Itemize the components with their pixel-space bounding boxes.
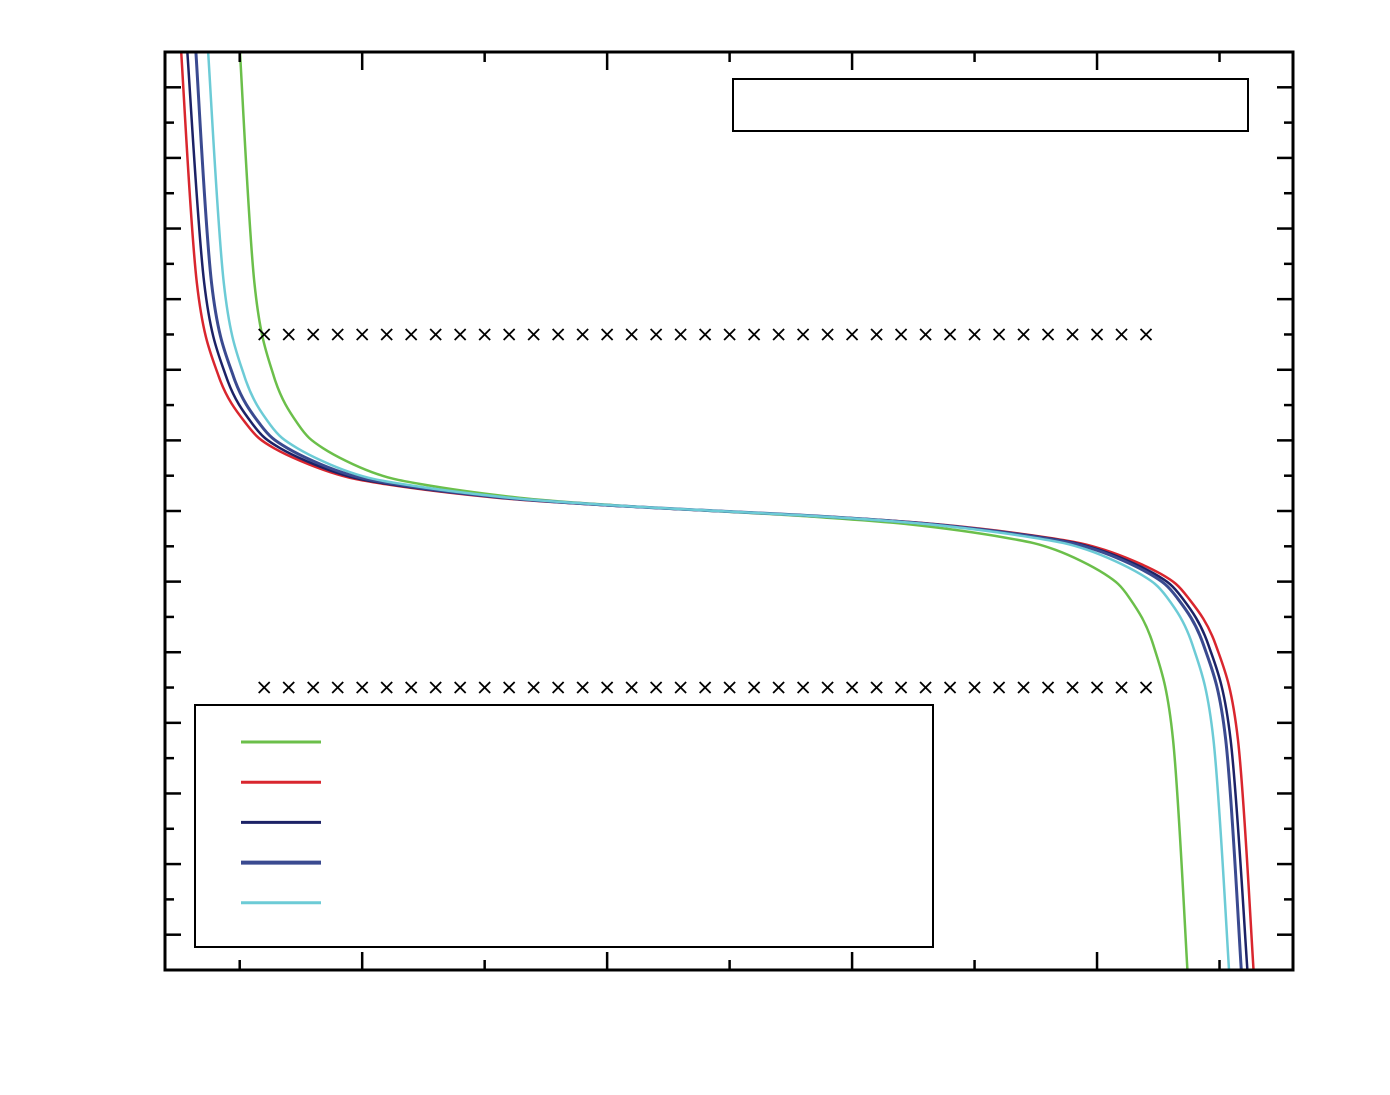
cross-marker: [527, 328, 540, 341]
cross-marker: [478, 681, 491, 694]
cross-marker: [405, 328, 418, 341]
cross-marker: [454, 681, 467, 694]
cross-marker: [331, 328, 344, 341]
cross-marker: [356, 328, 369, 341]
cross-marker: [1115, 328, 1128, 341]
cross-marker: [992, 681, 1006, 694]
cross-marker: [674, 328, 687, 341]
series-line-5: [206, 52, 1231, 970]
cross-marker: [356, 681, 369, 694]
cross-marker: [1115, 681, 1128, 694]
legend: [194, 704, 934, 948]
cross-marker: [380, 681, 393, 694]
cross-marker: [747, 681, 761, 694]
cross-marker: [454, 328, 467, 341]
cross-marker: [527, 681, 540, 694]
cross-marker: [772, 681, 785, 694]
cross-marker: [307, 681, 320, 694]
cross-marker: [698, 681, 712, 694]
cross-marker: [307, 328, 320, 341]
cross-marker: [478, 328, 491, 341]
cross-marker: [552, 681, 565, 694]
cross-marker: [576, 328, 589, 341]
cross-marker: [625, 681, 638, 694]
cross-marker: [698, 328, 712, 341]
legend-box: [194, 704, 934, 948]
cross-marker: [625, 328, 638, 341]
cross-marker: [772, 328, 785, 341]
cross-marker: [821, 681, 834, 694]
cross-marker: [894, 681, 908, 694]
cross-marker: [1017, 681, 1030, 694]
cross-marker: [968, 328, 981, 341]
cross-marker: [1066, 328, 1079, 341]
cross-marker: [919, 681, 932, 694]
cross-marker: [943, 328, 957, 341]
cross-marker: [380, 328, 393, 341]
cross-marker: [649, 328, 663, 341]
cross-marker: [943, 681, 957, 694]
cross-marker: [968, 681, 981, 694]
cross-marker: [258, 681, 271, 694]
cross-marker: [796, 681, 810, 694]
cross-marker: [1139, 328, 1153, 341]
cross-marker: [894, 328, 908, 341]
cross-marker: [1017, 328, 1030, 341]
cross-marker: [919, 328, 932, 341]
cross-marker: [282, 328, 295, 341]
cross-marker: [674, 681, 687, 694]
cross-marker: [1090, 328, 1104, 341]
cross-marker: [723, 681, 736, 694]
cross-marker: [601, 328, 614, 341]
cross-marker: [429, 681, 442, 694]
cross-marker: [1041, 681, 1055, 694]
cross-marker: [649, 681, 663, 694]
cross-marker: [992, 328, 1006, 341]
cross-marker: [258, 328, 271, 341]
cross-marker: [723, 328, 736, 341]
cross-marker: [870, 328, 883, 341]
cross-marker: [429, 328, 442, 341]
cross-marker: [1041, 328, 1055, 341]
series-lines: [179, 52, 1255, 970]
cross-marker: [870, 681, 883, 694]
cross-marker: [282, 681, 295, 694]
cross-marker: [796, 328, 810, 341]
cross-marker: [503, 328, 516, 341]
cross-marker: [503, 681, 516, 694]
cross-marker: [1066, 681, 1079, 694]
cross-marker: [821, 328, 834, 341]
cross-markers: [258, 328, 1153, 694]
cross-marker: [405, 681, 418, 694]
cross-marker: [1139, 681, 1153, 694]
annotation-box: [732, 78, 1249, 132]
cross-marker: [845, 681, 859, 694]
cross-marker: [747, 328, 761, 341]
cross-marker: [845, 328, 859, 341]
cross-marker: [576, 681, 589, 694]
cross-marker: [331, 681, 344, 694]
cross-marker: [1090, 681, 1104, 694]
cross-marker: [601, 681, 614, 694]
axis-ticks: [165, 52, 1293, 970]
cross-marker: [552, 328, 565, 341]
